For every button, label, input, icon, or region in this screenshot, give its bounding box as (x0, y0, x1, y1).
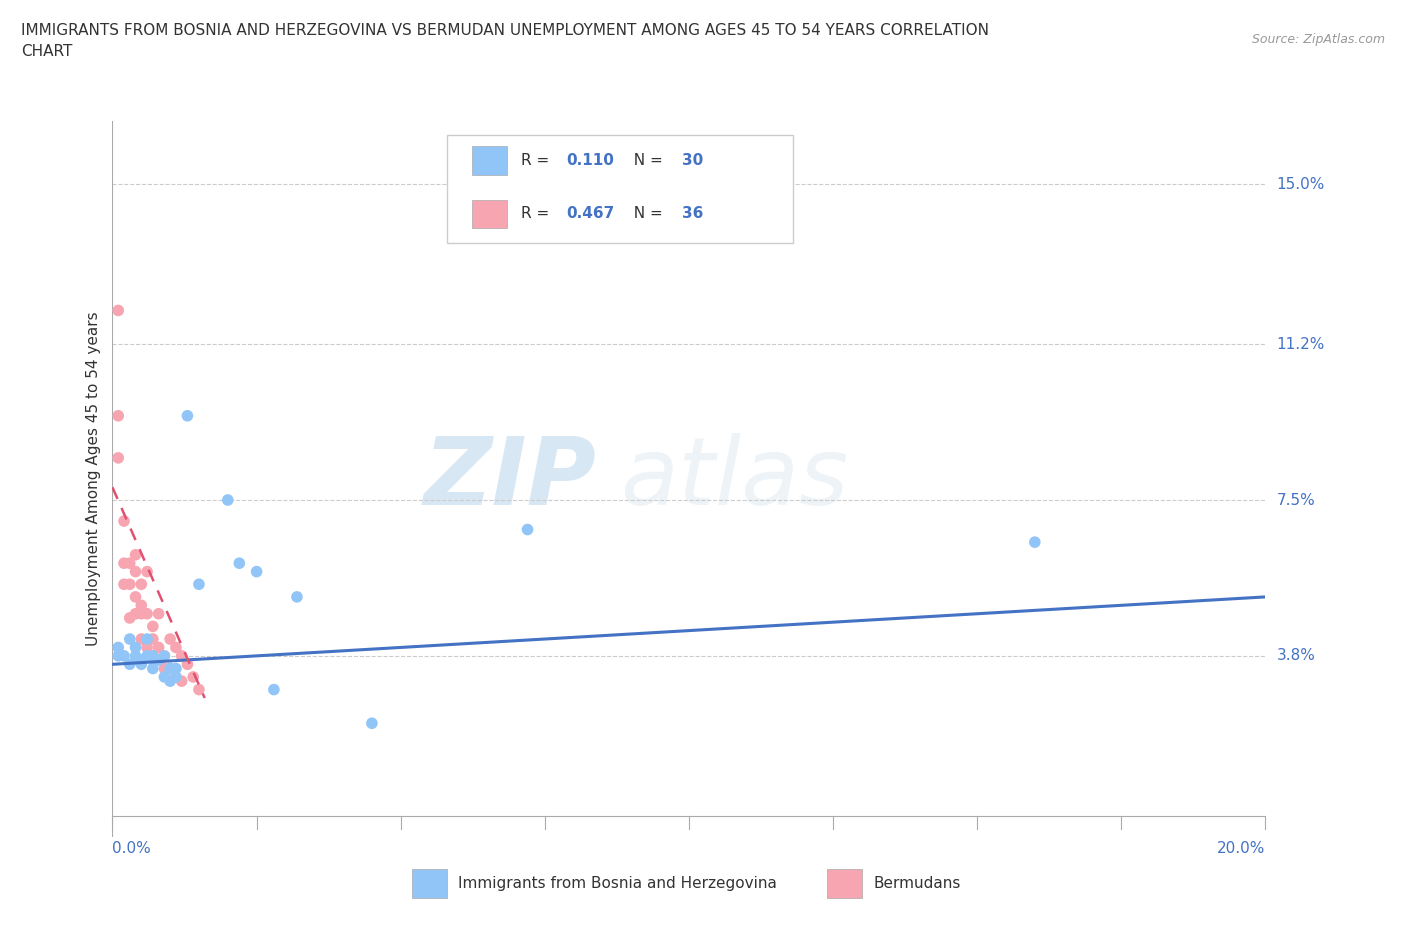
Point (136, 640, 159, 655)
Point (165, 670, 187, 684)
Point (136, 648, 159, 663)
Point (129, 631, 153, 646)
Text: Immigrants from Bosnia and Herzegovina: Immigrants from Bosnia and Herzegovina (458, 876, 778, 891)
Text: 0.110: 0.110 (567, 153, 614, 167)
Point (124, 648, 146, 663)
Text: 30: 30 (682, 153, 703, 167)
Point (188, 577, 211, 591)
Point (142, 661, 165, 676)
Point (176, 657, 198, 671)
Point (112, 577, 135, 591)
Point (188, 682, 211, 697)
Point (136, 631, 159, 646)
Text: 0.0%: 0.0% (112, 841, 152, 856)
Point (129, 598, 153, 613)
Point (159, 631, 181, 646)
Point (153, 661, 176, 676)
Point (107, 648, 129, 663)
Text: 7.5%: 7.5% (1277, 493, 1315, 508)
Point (159, 661, 181, 676)
Point (124, 640, 146, 655)
Point (124, 565, 146, 579)
FancyBboxPatch shape (472, 200, 506, 229)
Point (118, 610, 141, 625)
Point (112, 556, 135, 571)
Text: ZIP: ZIP (423, 433, 596, 525)
Point (153, 648, 176, 663)
Point (118, 657, 141, 671)
Point (153, 648, 176, 663)
Text: 0.467: 0.467 (567, 206, 614, 221)
Text: R =: R = (520, 206, 554, 221)
Point (159, 661, 181, 676)
Point (129, 606, 153, 621)
Text: N =: N = (624, 153, 668, 167)
Point (1024, 535, 1046, 550)
Point (112, 513, 135, 528)
Point (129, 577, 153, 591)
Point (148, 606, 170, 621)
Text: 15.0%: 15.0% (1277, 177, 1324, 192)
Point (136, 565, 159, 579)
Point (107, 450, 129, 465)
Point (165, 661, 187, 676)
Point (181, 670, 204, 684)
Point (124, 590, 146, 604)
Point (217, 493, 239, 508)
Point (136, 606, 159, 621)
Point (228, 556, 250, 571)
Point (124, 548, 146, 563)
Point (129, 657, 153, 671)
Point (263, 682, 285, 697)
FancyBboxPatch shape (472, 146, 506, 175)
FancyBboxPatch shape (447, 135, 793, 243)
Text: 11.2%: 11.2% (1277, 337, 1324, 352)
Point (170, 648, 193, 663)
Point (516, 522, 538, 537)
Point (142, 648, 165, 663)
Text: N =: N = (624, 206, 668, 221)
Point (112, 648, 135, 663)
Point (148, 640, 170, 655)
FancyBboxPatch shape (412, 870, 447, 897)
Point (159, 673, 181, 688)
Point (142, 619, 165, 634)
Text: Bermudans: Bermudans (873, 876, 960, 891)
Point (285, 590, 308, 604)
Point (176, 408, 198, 423)
Point (118, 556, 141, 571)
Text: 3.8%: 3.8% (1277, 648, 1316, 663)
Point (170, 673, 193, 688)
Point (107, 303, 129, 318)
Point (124, 606, 146, 621)
Y-axis label: Unemployment Among Ages 45 to 54 years: Unemployment Among Ages 45 to 54 years (86, 312, 101, 646)
Point (118, 577, 141, 591)
Text: 36: 36 (682, 206, 703, 221)
Point (148, 653, 170, 668)
Point (246, 565, 269, 579)
Point (142, 631, 165, 646)
Text: atlas: atlas (620, 433, 848, 525)
FancyBboxPatch shape (827, 870, 862, 897)
Point (165, 640, 187, 655)
Point (142, 648, 165, 663)
Text: 20.0%: 20.0% (1218, 841, 1265, 856)
Point (153, 670, 176, 684)
Point (118, 631, 141, 646)
Text: Source: ZipAtlas.com: Source: ZipAtlas.com (1251, 33, 1385, 46)
Text: IMMIGRANTS FROM BOSNIA AND HERZEGOVINA VS BERMUDAN UNEMPLOYMENT AMONG AGES 45 TO: IMMIGRANTS FROM BOSNIA AND HERZEGOVINA V… (21, 23, 988, 60)
Point (107, 408, 129, 423)
Text: R =: R = (520, 153, 554, 167)
Point (165, 670, 187, 684)
Point (129, 653, 153, 668)
Point (360, 716, 382, 731)
Point (107, 640, 129, 655)
